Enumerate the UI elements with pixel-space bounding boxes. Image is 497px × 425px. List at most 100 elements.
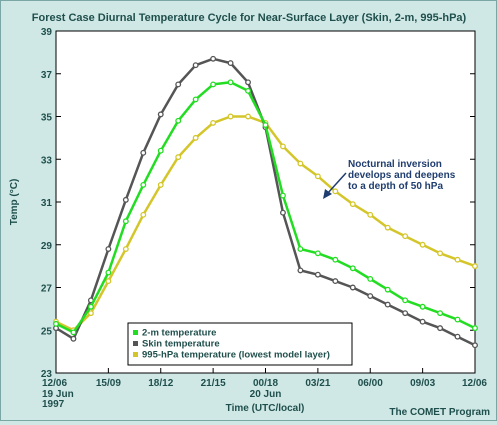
point-hpa995-4 bbox=[122, 246, 129, 252]
point-two-m-11 bbox=[245, 87, 251, 94]
point-two-m-10 bbox=[227, 79, 234, 86]
x-tick-label-0: 12/06 bbox=[42, 378, 67, 389]
point-skin-22 bbox=[437, 325, 444, 332]
y-tick-label-29: 29 bbox=[41, 241, 53, 252]
y-tick-label-27: 27 bbox=[41, 284, 53, 295]
point-hpa995-13 bbox=[280, 143, 286, 150]
x-tick-label-3: 21/15 bbox=[201, 378, 226, 389]
point-skin-24 bbox=[472, 342, 478, 349]
x-axis-label: Time (UTC/local) bbox=[226, 403, 305, 414]
point-skin-1 bbox=[70, 335, 77, 342]
x-mid-date: 20 Jun bbox=[250, 389, 282, 400]
point-skin-14 bbox=[297, 267, 304, 274]
point-two-m-22 bbox=[437, 310, 444, 317]
x-tick-label-7: 09/03 bbox=[410, 378, 435, 389]
point-skin-23 bbox=[454, 333, 461, 340]
point-hpa995-20 bbox=[402, 233, 409, 240]
point-hpa995-8 bbox=[192, 134, 199, 141]
point-skin-19 bbox=[384, 301, 391, 308]
point-skin-5 bbox=[140, 149, 147, 156]
legend-swatch-1 bbox=[133, 341, 138, 346]
point-two-m-12 bbox=[262, 122, 269, 128]
point-two-m-8 bbox=[192, 96, 199, 103]
chart-title: Forest Case Diurnal Temperature Cycle fo… bbox=[32, 12, 467, 24]
point-skin-8 bbox=[192, 62, 199, 69]
y-tick-label-35: 35 bbox=[41, 113, 53, 124]
point-two-m-23 bbox=[454, 316, 461, 323]
annotation-line-2: to a depth of 50 hPa bbox=[348, 181, 443, 192]
point-skin-3 bbox=[105, 246, 112, 252]
point-two-m-15 bbox=[314, 250, 321, 257]
point-skin-9 bbox=[210, 55, 217, 62]
point-two-m-19 bbox=[384, 286, 391, 293]
annotation-line-1: develops and deepens bbox=[348, 170, 456, 181]
y-axis: 23 25 27 29 31 33 35 37 39 bbox=[41, 27, 475, 380]
point-hpa995-24 bbox=[472, 263, 478, 270]
point-two-m-9 bbox=[210, 81, 217, 88]
point-hpa995-5 bbox=[140, 211, 147, 218]
point-skin-13 bbox=[280, 209, 286, 216]
y-tick-label-33: 33 bbox=[41, 155, 53, 166]
point-two-m-3 bbox=[105, 269, 112, 276]
point-two-m-14 bbox=[297, 246, 304, 252]
point-hpa995-9 bbox=[210, 119, 217, 126]
point-hpa995-6 bbox=[157, 181, 164, 188]
x-start-date-1: 1997 bbox=[42, 399, 65, 410]
point-two-m-2 bbox=[87, 303, 94, 310]
y-tick-label-37: 37 bbox=[41, 70, 53, 81]
point-hpa995-18 bbox=[367, 211, 374, 218]
y-tick-label-31: 31 bbox=[41, 198, 53, 209]
x-tick-label-5: 03/21 bbox=[305, 378, 330, 389]
annotation-line-0: Nocturnal inversion bbox=[348, 159, 442, 170]
x-tick-label-6: 06/00 bbox=[358, 378, 383, 389]
y-axis-label: Temp (°C) bbox=[9, 179, 20, 226]
point-skin-15 bbox=[314, 271, 321, 278]
point-two-m-0 bbox=[53, 320, 59, 327]
x-tick-label-2: 18/12 bbox=[148, 378, 173, 389]
point-skin-18 bbox=[367, 293, 374, 299]
point-hpa995-21 bbox=[419, 241, 426, 248]
plot-area bbox=[55, 30, 476, 374]
point-two-m-18 bbox=[367, 276, 374, 282]
point-two-m-5 bbox=[140, 181, 147, 188]
x-tick-label-1: 15/09 bbox=[96, 378, 121, 389]
point-skin-7 bbox=[175, 81, 182, 88]
point-skin-20 bbox=[402, 310, 409, 317]
legend-label-2: 995-hPa temperature (lowest model layer) bbox=[142, 350, 330, 361]
point-hpa995-10 bbox=[227, 113, 234, 120]
point-two-m-17 bbox=[349, 265, 356, 272]
x-axis: 12/06 15/09 18/12 21/15 00/18 03/21 06/00 09/03… bbox=[42, 368, 487, 410]
point-two-m-21 bbox=[419, 303, 426, 310]
point-hpa995-19 bbox=[384, 224, 391, 231]
point-two-m-4 bbox=[122, 218, 129, 225]
point-skin-11 bbox=[245, 79, 251, 86]
point-skin-6 bbox=[157, 111, 164, 118]
point-hpa995-23 bbox=[454, 256, 461, 263]
credit-text: The COMET Program bbox=[389, 407, 490, 418]
point-hpa995-22 bbox=[437, 250, 444, 257]
x-tick-label-8: 12/06 bbox=[462, 378, 487, 389]
point-skin-21 bbox=[419, 318, 426, 325]
point-two-m-16 bbox=[332, 256, 339, 263]
point-skin-10 bbox=[227, 60, 234, 67]
point-skin-16 bbox=[332, 278, 339, 285]
legend-swatch-2 bbox=[133, 352, 138, 357]
point-hpa995-16 bbox=[332, 188, 339, 195]
y-tick-label-23: 23 bbox=[41, 369, 53, 380]
series-two-m bbox=[53, 79, 478, 336]
point-hpa995-2 bbox=[87, 310, 94, 317]
point-two-m-20 bbox=[402, 297, 409, 304]
legend-box bbox=[127, 322, 353, 366]
point-two-m-24 bbox=[472, 325, 478, 332]
point-hpa995-3 bbox=[105, 278, 112, 285]
y-tick-label-25: 25 bbox=[41, 326, 53, 337]
point-hpa995-7 bbox=[175, 154, 182, 161]
point-hpa995-15 bbox=[314, 173, 321, 180]
annotation-arrowhead bbox=[323, 189, 332, 199]
point-two-m-6 bbox=[157, 147, 164, 154]
legend-swatch-0 bbox=[133, 330, 138, 335]
